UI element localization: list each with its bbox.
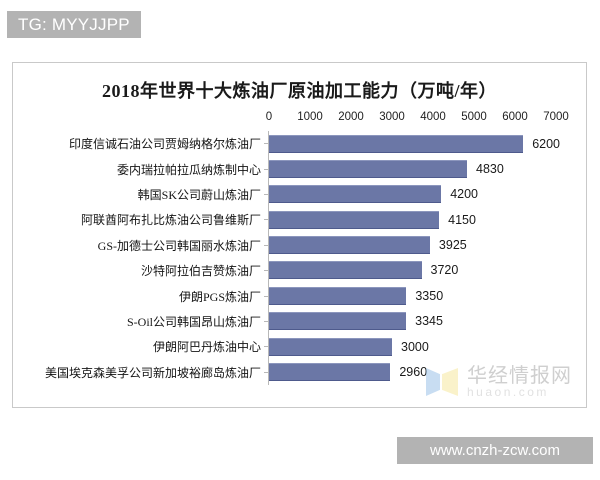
bar — [269, 286, 407, 305]
x-tick-label: 3000 — [379, 111, 405, 123]
y-tick-mark — [264, 219, 268, 221]
category-label: 印度信诚石油公司贾姆纳格尔炼油厂 — [68, 137, 261, 152]
bar-value-label: 3720 — [430, 263, 459, 278]
category-label: GS-加德士公司韩国丽水炼油厂 — [97, 238, 261, 253]
bar-row: 阿联酋阿布扎比炼油公司鲁维斯厂 4150 — [13, 207, 586, 232]
y-tick-mark — [264, 193, 268, 195]
bar-value-label: 6200 — [532, 136, 560, 151]
plot-area: 0 1000 2000 3000 4000 5000 6000 7000 印度信诚石油公司贾姆… — [13, 111, 586, 407]
x-tick-label: 2000 — [338, 111, 364, 123]
y-tick-mark — [264, 244, 268, 246]
y-tick-mark — [264, 346, 268, 348]
bar — [269, 236, 430, 255]
bar — [269, 312, 407, 331]
bar-container: 3350 — [269, 286, 444, 305]
x-tick-label: 1000 — [297, 111, 323, 123]
x-tick-label: 5000 — [461, 111, 487, 123]
bar-value-label: 2960 — [399, 365, 428, 380]
category-label: 委内瑞拉帕拉瓜纳炼制中心 — [116, 162, 261, 177]
y-tick-mark — [264, 320, 268, 322]
bar-row: 伊朗阿巴丹炼油中心 3000 — [13, 334, 586, 359]
category-label: 美国埃克森美孚公司新加坡裕廊岛炼油厂 — [44, 365, 261, 380]
category-label: 沙特阿拉伯吉赞炼油厂 — [140, 264, 261, 279]
y-tick-mark — [264, 270, 268, 272]
bar — [269, 210, 440, 229]
bar-row: S-Oil公司韩国昂山炼油厂 3345 — [13, 309, 586, 334]
category-label: S-Oil公司韩国昂山炼油厂 — [126, 314, 261, 329]
bar-row: 委内瑞拉帕拉瓜纳炼制中心 4830 — [13, 156, 586, 181]
y-tick-mark — [264, 371, 268, 373]
category-label: 韩国SK公司蔚山炼油厂 — [137, 187, 261, 202]
tg-tag-banner: TG: MYYJJPP — [7, 11, 141, 38]
x-tick-label: 6000 — [502, 111, 528, 123]
bar-container: 3720 — [269, 261, 459, 280]
bar-container: 4830 — [269, 159, 504, 178]
y-tick-mark — [264, 168, 268, 170]
bar-value-label: 4200 — [450, 187, 478, 202]
bar-container: 3345 — [269, 312, 443, 331]
x-tick-label: 0 — [265, 111, 273, 123]
bar — [269, 261, 422, 280]
bar-value-label: 4150 — [448, 212, 476, 227]
y-axis-line — [268, 131, 269, 385]
bar-rows: 印度信诚石油公司贾姆纳格尔炼油厂 6200 委内瑞拉帕拉瓜纳炼制中心 4830 韩国SK… — [13, 131, 586, 385]
bar-value-label: 3000 — [401, 339, 429, 354]
bar — [269, 159, 468, 178]
bottom-url-banner: www.cnzh-zcw.com — [397, 437, 593, 464]
category-label: 阿联酋阿布扎比炼油公司鲁维斯厂 — [80, 213, 261, 228]
bar-row: 美国埃克森美孚公司新加坡裕廊岛炼油厂 2960 — [13, 360, 586, 385]
chart-frame: 2018年世界十大炼油厂原油加工能力（万吨/年） 0 1000 2000 3000 40… — [12, 62, 587, 408]
bar-container: 2960 — [269, 363, 428, 382]
bar — [269, 134, 524, 153]
bar — [269, 337, 392, 356]
chart-title: 2018年世界十大炼油厂原油加工能力（万吨/年） — [102, 81, 497, 101]
bar-row: 印度信诚石油公司贾姆纳格尔炼油厂 6200 — [13, 131, 586, 156]
x-axis-tick-labels: 0 1000 2000 3000 4000 5000 6000 7000 — [13, 111, 586, 131]
x-tick-label: 7000 — [543, 111, 569, 123]
bar-container: 3925 — [269, 236, 467, 255]
bar-row: 沙特阿拉伯吉赞炼油厂 3720 — [13, 258, 586, 283]
bar-value-label: 3925 — [438, 238, 467, 253]
bar-container: 6200 — [269, 134, 560, 153]
bar-row: 伊朗PGS炼油厂 3350 — [13, 283, 586, 308]
bar-row: GS-加德士公司韩国丽水炼油厂 3925 — [13, 233, 586, 258]
y-tick-mark — [264, 143, 268, 145]
bar-value-label: 3350 — [415, 288, 444, 303]
bar-row: 韩国SK公司蔚山炼油厂 4200 — [13, 182, 586, 207]
bar-value-label: 3345 — [415, 314, 443, 329]
y-tick-mark — [264, 295, 268, 297]
category-label: 伊朗阿巴丹炼油中心 — [152, 340, 261, 355]
x-tick-label: 4000 — [420, 111, 446, 123]
bar-container: 3000 — [269, 337, 429, 356]
bar — [269, 363, 391, 382]
bar-container: 4150 — [269, 210, 476, 229]
bar-container: 4200 — [269, 185, 478, 204]
bar-value-label: 4830 — [476, 161, 504, 176]
category-label: 伊朗PGS炼油厂 — [178, 289, 261, 304]
bar — [269, 185, 442, 204]
